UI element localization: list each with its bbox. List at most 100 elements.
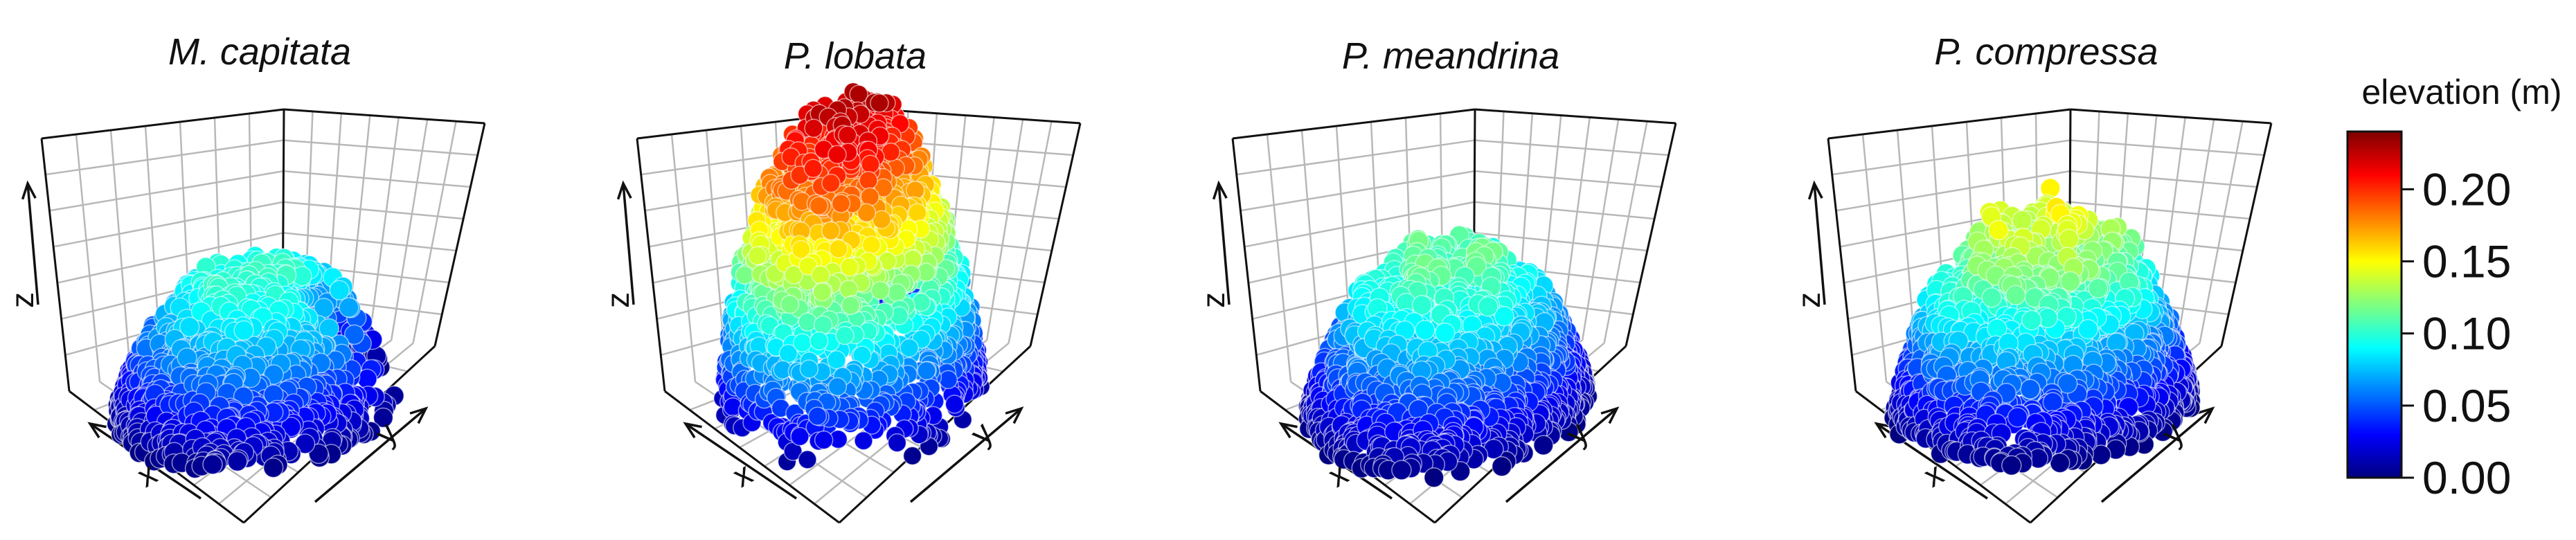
x-axis-arrow-head — [87, 422, 107, 439]
box-edge — [40, 138, 71, 392]
data-point — [821, 221, 841, 241]
z-axis-label: z — [600, 292, 636, 308]
point-cloud — [106, 246, 404, 479]
grid-line — [1300, 129, 1323, 372]
data-point — [887, 433, 907, 453]
data-point — [859, 170, 878, 190]
data-point — [861, 235, 882, 255]
data-point — [798, 450, 817, 469]
data-point — [792, 333, 812, 352]
box-edge — [1625, 123, 1677, 347]
data-point — [813, 315, 833, 335]
data-point — [780, 294, 800, 314]
point-cloud — [1298, 225, 1598, 488]
box-edge — [283, 108, 485, 125]
grid-line — [45, 139, 284, 176]
z-axis-arrow — [1217, 183, 1231, 305]
data-point — [798, 312, 817, 332]
data-point — [827, 350, 846, 370]
grid-line — [57, 232, 284, 284]
grid-line — [283, 201, 464, 220]
grid-line — [1474, 139, 1669, 156]
data-point — [829, 239, 848, 259]
data-point — [870, 93, 889, 113]
z-axis-arrow — [622, 183, 635, 305]
grid-line — [1581, 119, 1620, 341]
data-point — [748, 246, 767, 266]
panel-p-lobata: P. lobata x y z — [600, 35, 1082, 524]
data-point — [908, 203, 927, 222]
grid-line — [1008, 120, 1053, 343]
grid-line — [670, 134, 697, 382]
data-point — [887, 282, 907, 303]
data-point — [841, 296, 861, 315]
data-point — [319, 318, 339, 339]
z-axis-label: z — [4, 292, 40, 308]
data-point — [233, 320, 254, 341]
data-point — [917, 361, 936, 381]
data-point — [900, 338, 919, 358]
data-point — [902, 446, 922, 466]
data-point — [803, 159, 823, 179]
panel-title: M. capitata — [168, 31, 351, 73]
data-point — [938, 370, 958, 390]
data-point — [262, 457, 284, 478]
grid-line — [283, 139, 478, 156]
data-point — [821, 173, 841, 193]
data-point — [860, 187, 880, 206]
panel-m-capitata: M. capitata x y z — [4, 31, 486, 524]
grid-line — [1474, 201, 1655, 220]
box-edge — [636, 138, 666, 392]
grid-line — [1559, 117, 1591, 338]
grid-line — [1240, 170, 1475, 212]
grid-line — [49, 170, 284, 212]
data-point — [945, 395, 965, 414]
grid-line — [985, 119, 1024, 341]
grid-line — [53, 201, 284, 248]
box-edge — [41, 108, 285, 140]
data-point — [809, 196, 829, 215]
data-point — [835, 325, 855, 345]
grid-line — [412, 120, 457, 343]
grid-line — [109, 129, 132, 372]
data-point — [812, 282, 832, 302]
data-point — [849, 84, 868, 104]
grid-line — [283, 170, 471, 188]
data-point — [838, 125, 857, 145]
grid-line — [1236, 139, 1475, 176]
data-point — [814, 430, 834, 450]
x-axis-label: x — [726, 455, 758, 494]
point-cloud — [713, 82, 991, 471]
grid-line — [283, 232, 456, 252]
box-edge — [1231, 138, 1262, 392]
data-point — [831, 194, 851, 213]
data-point — [810, 331, 829, 351]
data-point — [799, 359, 819, 379]
data-point — [854, 431, 873, 451]
data-point — [804, 118, 823, 138]
data-point — [861, 154, 880, 174]
data-point — [828, 145, 847, 165]
data-point — [870, 280, 891, 300]
grid-line — [75, 134, 101, 382]
panel-title: P. lobata — [784, 35, 927, 77]
data-point — [735, 265, 755, 285]
data-point — [811, 265, 830, 285]
panel-title: P. meandrina — [1342, 35, 1559, 77]
grid-line — [1266, 134, 1292, 382]
grid-line — [1603, 120, 1648, 343]
data-point — [807, 406, 828, 426]
box-edge — [433, 123, 486, 347]
box-edge — [1474, 108, 1676, 125]
data-point — [329, 280, 350, 301]
box-edge — [1232, 108, 1476, 140]
y-axis-arrow-head — [409, 406, 429, 424]
grid-line — [368, 117, 400, 338]
data-point — [339, 297, 359, 318]
y-axis-arrow — [314, 407, 427, 503]
panel-p-meandrina: P. meandrina x y z — [1195, 35, 1677, 524]
grid-line — [390, 119, 429, 341]
data-point — [828, 377, 848, 397]
grid-line — [1474, 170, 1662, 188]
